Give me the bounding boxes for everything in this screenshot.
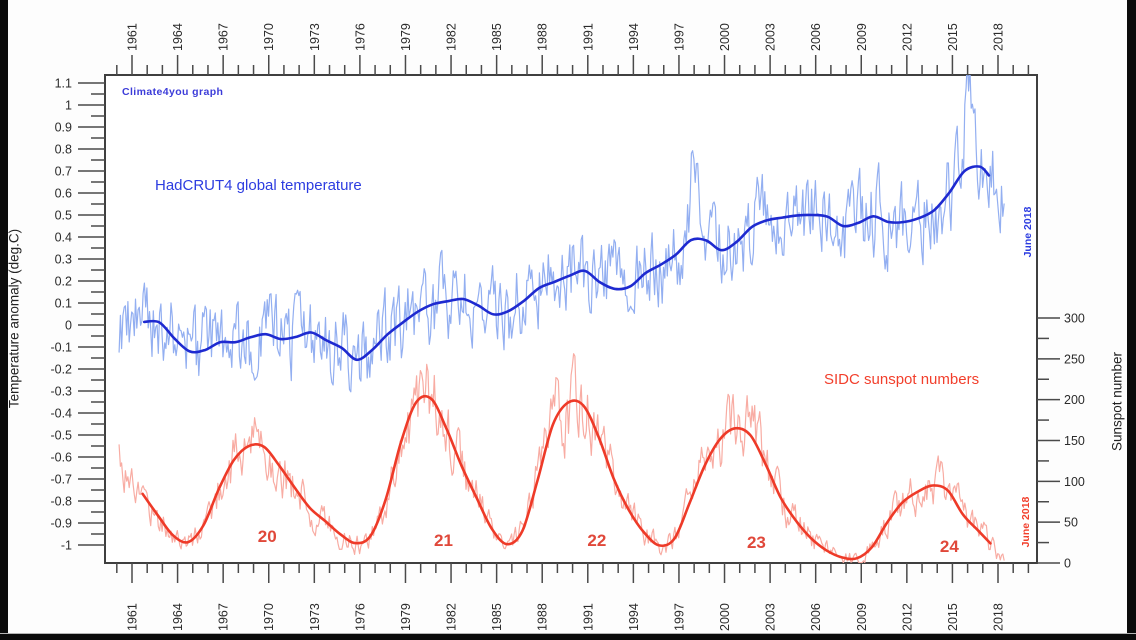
temperature-smoothed-line xyxy=(142,165,991,362)
x-tick-label-bottom: 2015 xyxy=(946,603,960,631)
x-tick-label-bottom: 2000 xyxy=(718,603,732,631)
y-left-tick-label: -0.2 xyxy=(50,363,72,377)
y-right-tick-label: 100 xyxy=(1064,475,1085,489)
x-tick-label-top: 1985 xyxy=(490,23,504,51)
x-tick-label-bottom: 2006 xyxy=(809,603,823,631)
x-tick-label-bottom: 1967 xyxy=(217,603,231,631)
left-edge-bar xyxy=(0,0,8,640)
y-right-tick-label: 0 xyxy=(1064,557,1071,571)
x-tick-label-bottom: 1997 xyxy=(672,603,686,631)
y-left-tick-label: 0.1 xyxy=(55,297,72,311)
axis-ticks xyxy=(78,55,1060,583)
x-tick-label-top: 1979 xyxy=(399,23,413,51)
solar-cycle-20-label: 20 xyxy=(257,526,277,546)
solar-cycle-21-label: 21 xyxy=(433,530,453,550)
y-right-tick-label: 250 xyxy=(1064,352,1085,366)
x-tick-label-top: 1982 xyxy=(445,23,459,51)
y-left-tick-label: 1.1 xyxy=(55,77,72,91)
axis-tick-labels: 1961 1961 1964 1964 1967 1967 1970 1970 1973 1973… xyxy=(50,23,1084,631)
y-left-tick-label: -0.8 xyxy=(50,495,72,509)
data-curves xyxy=(118,75,1005,563)
y-left-tick-label: 0.9 xyxy=(55,121,72,135)
y-left-tick-label: -0.5 xyxy=(50,429,72,443)
temp-last-point-label: June 2018 xyxy=(1022,206,1034,258)
x-tick-label-bottom: 1976 xyxy=(353,603,367,631)
y-right-tick-label: 50 xyxy=(1064,516,1078,530)
plot-border xyxy=(104,74,1038,564)
y-left-tick-label: -0.7 xyxy=(50,473,72,487)
y-left-tick-label: 0 xyxy=(65,319,72,333)
x-tick-label-top: 1967 xyxy=(217,23,231,51)
x-tick-label-top: 1994 xyxy=(627,23,641,51)
y-left-tick-label: 0.7 xyxy=(55,165,72,179)
y-left-tick-label: 0.3 xyxy=(55,253,72,267)
sunspot-smoothed-line xyxy=(141,394,992,561)
x-tick-label-top: 1997 xyxy=(672,23,686,51)
temp-series-label: HadCRUT4 global temperature xyxy=(155,177,362,194)
x-tick-label-bottom: 1988 xyxy=(536,603,550,631)
x-tick-label-bottom: 1985 xyxy=(490,603,504,631)
x-tick-label-top: 1961 xyxy=(126,23,140,51)
y-left-tick-label: -0.3 xyxy=(50,385,72,399)
x-tick-label-top: 2018 xyxy=(992,23,1006,51)
y-right-tick-label: 150 xyxy=(1064,434,1085,448)
solar-cycle-24-label: 24 xyxy=(939,536,959,556)
y-left-tick-label: -0.1 xyxy=(50,341,72,355)
x-tick-label-bottom: 1964 xyxy=(171,603,185,631)
x-tick-label-top: 2009 xyxy=(855,23,869,51)
x-tick-label-bottom: 1970 xyxy=(262,603,276,631)
x-tick-label-top: 2012 xyxy=(900,23,914,51)
x-tick-label-bottom: 1979 xyxy=(399,603,413,631)
x-tick-label-top: 1970 xyxy=(262,23,276,51)
temperature-monthly-line xyxy=(118,75,1005,393)
right-axis-title: Sunspot number xyxy=(1109,351,1125,452)
x-tick-label-top: 2003 xyxy=(764,23,778,51)
x-tick-label-bottom: 2003 xyxy=(764,603,778,631)
solar-cycle-23-label: 23 xyxy=(746,533,766,553)
x-tick-label-bottom: 2018 xyxy=(992,603,1006,631)
y-right-tick-label: 200 xyxy=(1064,393,1085,407)
y-left-tick-label: -1 xyxy=(61,539,72,553)
sunspot-series-label: SIDC sunspot numbers xyxy=(824,371,980,388)
x-tick-label-top: 1976 xyxy=(353,23,367,51)
sunspot-monthly-line xyxy=(118,353,1005,563)
sunspot-last-point-label: June 2018 xyxy=(1020,496,1032,548)
x-tick-label-bottom: 1973 xyxy=(308,603,322,631)
y-right-tick-label: 300 xyxy=(1064,312,1085,326)
x-tick-label-bottom: 2012 xyxy=(900,603,914,631)
x-tick-label-top: 2006 xyxy=(809,23,823,51)
right-edge-bar xyxy=(1127,0,1136,640)
x-tick-label-bottom: 1994 xyxy=(627,603,641,631)
solar-cycle-22-label: 22 xyxy=(587,530,607,550)
y-left-tick-label: 0.4 xyxy=(55,231,72,245)
x-tick-label-top: 1988 xyxy=(536,23,550,51)
x-tick-label-top: 1964 xyxy=(171,23,185,51)
y-left-tick-label: -0.6 xyxy=(50,451,72,465)
watermark-text: Climate4you graph xyxy=(122,86,224,98)
x-tick-label-bottom: 2009 xyxy=(855,603,869,631)
x-tick-label-bottom: 1991 xyxy=(581,603,595,631)
y-left-tick-label: 0.8 xyxy=(55,143,72,157)
bottom-edge-bar xyxy=(0,633,1136,640)
x-tick-label-top: 1991 xyxy=(581,23,595,51)
x-tick-label-top: 1973 xyxy=(308,23,322,51)
x-tick-label-bottom: 1982 xyxy=(445,603,459,631)
y-left-tick-label: 0.2 xyxy=(55,275,72,289)
x-tick-label-bottom: 1961 xyxy=(126,603,140,631)
x-tick-label-top: 2015 xyxy=(946,23,960,51)
y-left-tick-label: 0.5 xyxy=(55,209,72,223)
left-axis-title: Temperature anomaly (deg.C) xyxy=(6,228,22,409)
y-left-tick-label: -0.4 xyxy=(50,407,72,421)
x-tick-label-top: 2000 xyxy=(718,23,732,51)
y-left-tick-label: -0.9 xyxy=(50,517,72,531)
y-left-tick-label: 0.6 xyxy=(55,187,72,201)
y-left-tick-label: 1 xyxy=(65,99,72,113)
